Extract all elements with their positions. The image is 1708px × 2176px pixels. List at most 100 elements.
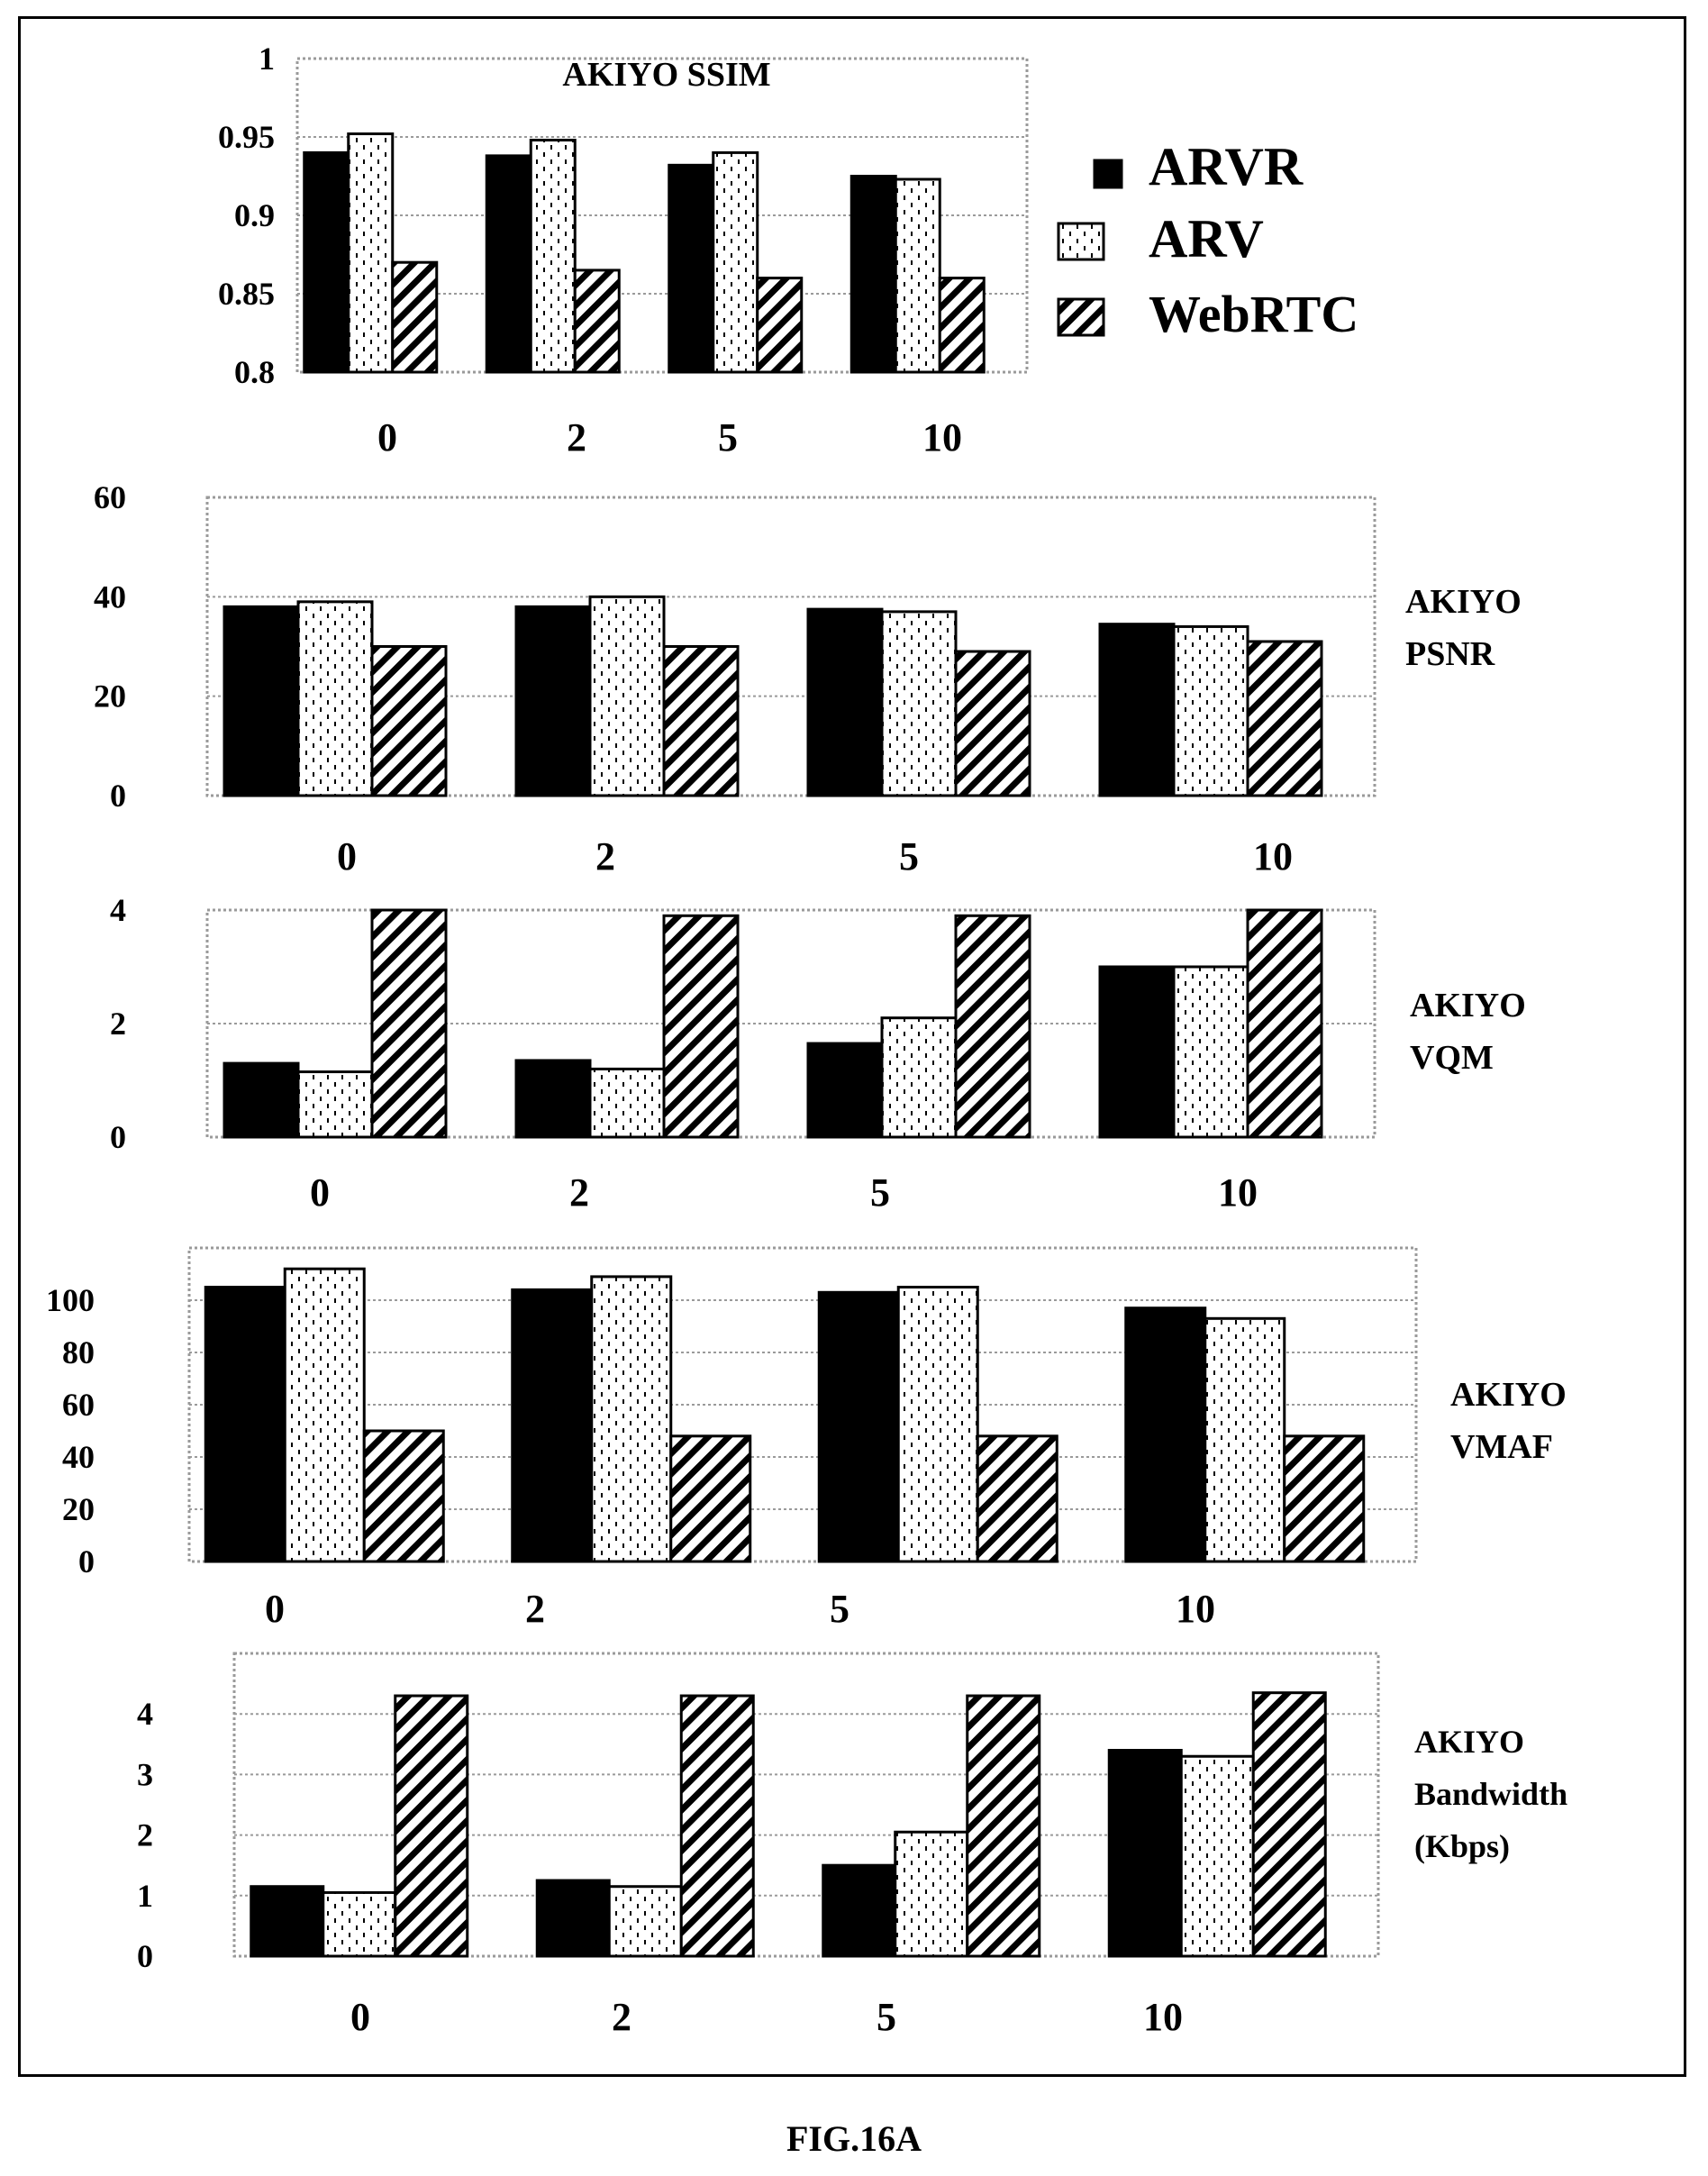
x-tick-label: 2 bbox=[569, 1170, 589, 1215]
bar-webrtc bbox=[954, 914, 1031, 1139]
y-tick-label: 60 bbox=[62, 1387, 95, 1423]
bar-arvr bbox=[1098, 965, 1176, 1139]
bar-arv bbox=[590, 1275, 673, 1563]
bar-webrtc bbox=[573, 269, 621, 374]
y-tick-label: 80 bbox=[62, 1334, 95, 1370]
bar-arvr bbox=[485, 154, 532, 374]
bar-arv bbox=[322, 1890, 397, 1958]
y-tick-label: 0 bbox=[78, 1543, 95, 1580]
chart-2: 4 2 0 0 2 5 10 AKIYO VQM bbox=[110, 892, 1526, 1215]
bar-arv bbox=[880, 610, 958, 797]
bar-arvr bbox=[535, 1879, 611, 1958]
x-tick-label: 5 bbox=[830, 1587, 849, 1631]
y-tick-label: 0.9 bbox=[234, 197, 275, 233]
x-tick-label: 5 bbox=[877, 1995, 896, 2039]
chart-title-line: AKIYO bbox=[1414, 1724, 1524, 1760]
bar-webrtc bbox=[662, 914, 740, 1139]
chart-title-line: (Kbps) bbox=[1414, 1828, 1510, 1864]
bar-arvr bbox=[514, 1059, 592, 1139]
bar-arvr bbox=[1107, 1749, 1183, 1958]
x-tick-label: 0 bbox=[377, 415, 397, 460]
chart-title-line: PSNR bbox=[1405, 635, 1495, 673]
bar-arv bbox=[1172, 965, 1249, 1139]
bar-webrtc bbox=[1251, 1691, 1327, 1958]
bar-arv bbox=[896, 1286, 979, 1563]
figure-caption: FIG.16A bbox=[786, 2118, 922, 2159]
chart-0: 1 0.95 0.9 0.85 0.8 0 2 5 10 AKIYO SSIM bbox=[218, 41, 1029, 460]
plot-area bbox=[232, 1652, 1380, 1958]
bar-arv bbox=[607, 1885, 683, 1958]
legend: ARVR ARV WebRTC bbox=[1057, 137, 1358, 343]
bar-arv bbox=[1179, 1754, 1255, 1958]
bar-arvr bbox=[514, 605, 592, 797]
x-tick-label: 2 bbox=[612, 1995, 631, 2039]
bar-webrtc bbox=[954, 650, 1031, 797]
x-tick-label: 10 bbox=[922, 415, 962, 460]
bar-arvr bbox=[817, 1290, 900, 1563]
bar-webrtc bbox=[370, 645, 448, 797]
chart-3: 100 80 60 40 20 0 0 2 5 10 AKIYO VMAF bbox=[46, 1246, 1567, 1631]
x-tick-label: 10 bbox=[1218, 1170, 1258, 1215]
bar-arvr bbox=[250, 1885, 325, 1958]
x-tick-label: 10 bbox=[1176, 1587, 1215, 1631]
y-tick-label: 0 bbox=[137, 1938, 153, 1974]
bar-webrtc bbox=[394, 1694, 469, 1958]
y-tick-label: 100 bbox=[46, 1282, 95, 1318]
bar-arvr bbox=[1124, 1307, 1207, 1563]
bar-webrtc bbox=[679, 1694, 755, 1958]
legend-label-arvr: ARVR bbox=[1149, 137, 1304, 196]
x-tick-label: 0 bbox=[337, 834, 357, 879]
y-tick-label: 1 bbox=[259, 41, 275, 77]
bar-arv bbox=[296, 1070, 374, 1139]
bar-arv bbox=[880, 1016, 958, 1139]
bar-webrtc bbox=[662, 645, 740, 797]
bar-webrtc bbox=[1246, 640, 1323, 797]
y-tick-label: 0.95 bbox=[218, 119, 275, 155]
chart-1: 60 40 20 0 0 2 5 10 AKIYO PSNR bbox=[94, 479, 1522, 879]
bar-webrtc bbox=[756, 277, 804, 374]
chart-title-line: VQM bbox=[1410, 1039, 1494, 1077]
bar-arv bbox=[529, 138, 577, 374]
bar-arvr bbox=[822, 1863, 897, 1958]
bar-webrtc bbox=[966, 1694, 1041, 1958]
bar-arv bbox=[588, 1067, 666, 1139]
bar-webrtc bbox=[938, 277, 986, 374]
x-tick-label: 5 bbox=[718, 415, 738, 460]
bar-arvr bbox=[668, 163, 715, 374]
x-tick-label: 0 bbox=[310, 1170, 330, 1215]
legend-swatch-arvr bbox=[1093, 159, 1123, 189]
y-tick-label: 20 bbox=[62, 1491, 95, 1527]
bar-webrtc bbox=[1246, 908, 1323, 1139]
x-tick-label: 2 bbox=[525, 1587, 545, 1631]
y-tick-label: 60 bbox=[94, 479, 126, 515]
bar-arvr bbox=[223, 1061, 300, 1139]
y-tick-label: 4 bbox=[137, 1696, 153, 1732]
legend-swatch-arv bbox=[1057, 222, 1105, 261]
figure-frame bbox=[18, 16, 1686, 2077]
bar-webrtc bbox=[976, 1434, 1058, 1563]
plot-area bbox=[205, 496, 1376, 797]
bar-arvr bbox=[511, 1288, 594, 1563]
bar-webrtc bbox=[1283, 1434, 1366, 1563]
x-tick-label: 5 bbox=[899, 834, 919, 879]
x-tick-label: 0 bbox=[350, 1995, 370, 2039]
bar-webrtc bbox=[370, 908, 448, 1139]
x-tick-label: 10 bbox=[1253, 834, 1293, 879]
x-tick-label: 5 bbox=[870, 1170, 890, 1215]
legend-label-webrtc: WebRTC bbox=[1149, 285, 1358, 343]
y-tick-label: 0.85 bbox=[218, 276, 275, 312]
bar-arvr bbox=[806, 1042, 884, 1139]
chart-title-line: AKIYO bbox=[1405, 583, 1522, 621]
bar-arv bbox=[296, 600, 374, 797]
x-tick-label: 0 bbox=[265, 1587, 285, 1631]
bar-webrtc bbox=[669, 1434, 752, 1563]
bar-arv bbox=[894, 178, 941, 374]
y-tick-label: 0 bbox=[110, 1119, 126, 1155]
y-tick-label: 4 bbox=[110, 892, 126, 928]
bar-arvr bbox=[223, 605, 300, 797]
y-tick-label: 0 bbox=[110, 778, 126, 814]
chart-title-line: VMAF bbox=[1450, 1428, 1553, 1466]
x-tick-label: 10 bbox=[1143, 1995, 1183, 2039]
